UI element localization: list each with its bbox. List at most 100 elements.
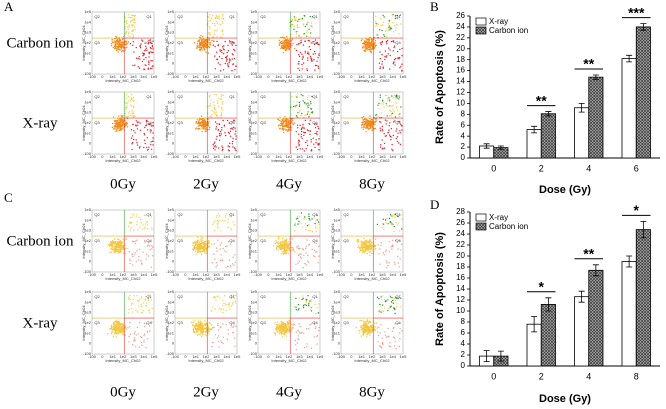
flow-y-tick-label: 1e5 (333, 89, 340, 94)
event-dot (138, 259, 140, 261)
event-dot (115, 121, 117, 123)
event-dot (126, 23, 128, 25)
event-dot (194, 244, 197, 247)
flow-x-tick-label: 1e3 (130, 272, 137, 277)
event-dot (361, 125, 363, 127)
quadrant-label: Q1 (229, 14, 235, 19)
event-dot (366, 127, 368, 129)
x-tick-label: 0 (491, 163, 496, 173)
event-dot (279, 124, 282, 127)
event-dot (374, 40, 377, 42)
event-dot (128, 251, 131, 253)
event-dot (233, 264, 235, 266)
event-dot (357, 246, 359, 249)
event-dot (300, 36, 302, 38)
event-dot (380, 44, 382, 46)
event-dot (367, 38, 370, 40)
event-dot (368, 249, 370, 251)
event-dot (303, 150, 305, 152)
flow-x-label: Intensity_MC_Ch02 (105, 158, 141, 163)
event-dot (117, 51, 119, 53)
legend-label: Carbon ion (489, 26, 528, 35)
event-dot (281, 122, 283, 124)
event-dot (384, 30, 387, 33)
event-dot (116, 249, 118, 252)
event-dot (219, 297, 221, 299)
event-dot (151, 45, 154, 47)
event-dot (396, 136, 399, 138)
event-dot (119, 49, 121, 51)
event-dot (148, 146, 150, 148)
row-label: Carbon ion (6, 233, 74, 249)
event-dot (318, 142, 320, 145)
event-dot (205, 247, 207, 249)
event-dot (207, 39, 209, 41)
event-dot (394, 14, 397, 17)
event-dot (203, 245, 206, 248)
event-dot (211, 262, 213, 264)
event-dot (145, 47, 147, 49)
event-dot (391, 148, 393, 150)
event-dot (296, 342, 298, 344)
event-dot (362, 119, 364, 122)
event-dot (207, 105, 210, 108)
event-dot (128, 24, 130, 26)
event-dot (314, 64, 317, 67)
event-dot (208, 321, 211, 324)
event-dot (291, 20, 294, 22)
event-dot (393, 326, 395, 329)
event-dot (304, 25, 307, 28)
event-dot (138, 121, 140, 123)
flow-y-tick-label: 1e1 (250, 50, 257, 55)
flow-y-tick-label: 1e3 (167, 228, 174, 233)
event-dot (134, 252, 136, 254)
event-dot (144, 64, 146, 66)
event-dot (384, 307, 386, 309)
event-dot (400, 213, 402, 216)
event-dot (119, 125, 121, 127)
event-dot (395, 102, 398, 104)
flow-y-tick-label: 1e5 (167, 9, 174, 14)
event-dot (394, 120, 396, 122)
event-dot (310, 22, 313, 24)
event-dot (208, 95, 211, 98)
event-dot (230, 305, 233, 307)
event-dot (284, 324, 286, 327)
event-dot (308, 223, 310, 226)
event-dot (215, 126, 218, 128)
event-dot (133, 253, 135, 255)
event-dot (117, 119, 119, 122)
event-dot (375, 23, 378, 26)
event-dot (132, 36, 135, 38)
event-dot (196, 244, 198, 246)
event-dot (197, 330, 199, 332)
event-dot (287, 41, 289, 43)
quadrant-label: Q4 (229, 238, 235, 243)
quadrant-label: Q1 (312, 94, 318, 99)
event-dot (397, 113, 400, 116)
event-dot (131, 344, 134, 346)
flow-x-tick-label: 1e2 (286, 74, 293, 79)
event-dot (138, 248, 141, 251)
quadrant-label: Q4 (146, 120, 152, 125)
event-dot (298, 220, 300, 222)
flow-y-tick-label: 1e5 (167, 289, 174, 294)
flow-y-tick-label: 1e3 (250, 310, 257, 315)
flow-y-tick-label: 1e3 (84, 310, 91, 315)
event-dot (216, 295, 218, 298)
event-dot (231, 229, 233, 231)
event-dot (305, 103, 307, 105)
event-dot (197, 323, 199, 325)
event-dot (301, 53, 303, 55)
event-dot (288, 126, 290, 129)
event-dot (379, 108, 381, 110)
event-dot (201, 127, 203, 129)
event-dot (298, 323, 300, 325)
event-dot (227, 218, 229, 220)
event-dot (281, 127, 284, 130)
event-dot (149, 39, 151, 41)
event-dot (201, 251, 203, 253)
event-dot (301, 137, 303, 139)
event-dot (118, 129, 120, 132)
event-dot (280, 46, 283, 49)
